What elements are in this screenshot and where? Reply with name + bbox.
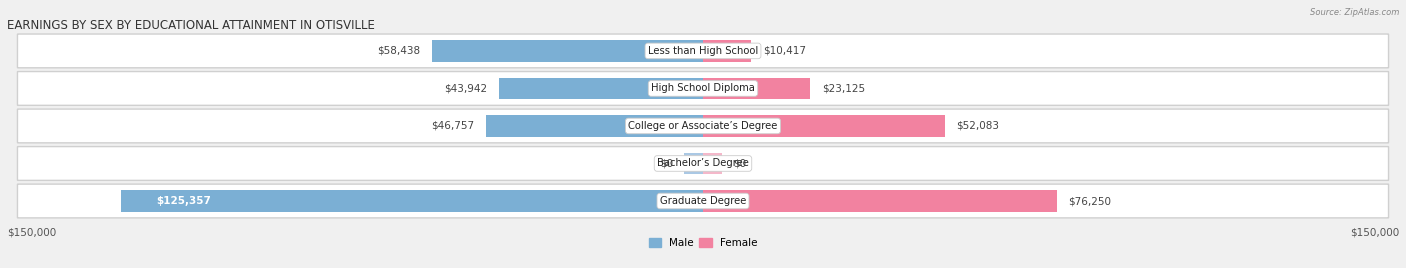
- FancyBboxPatch shape: [17, 34, 1389, 68]
- Text: Less than High School: Less than High School: [648, 46, 758, 56]
- Text: $125,357: $125,357: [156, 196, 211, 206]
- Bar: [703, 115, 945, 137]
- Text: $150,000: $150,000: [7, 227, 56, 237]
- Text: $150,000: $150,000: [1350, 227, 1399, 237]
- FancyBboxPatch shape: [17, 72, 1389, 105]
- Text: $76,250: $76,250: [1069, 196, 1111, 206]
- Text: College or Associate’s Degree: College or Associate’s Degree: [628, 121, 778, 131]
- Bar: [432, 40, 703, 62]
- Text: $52,083: $52,083: [956, 121, 1000, 131]
- Bar: [499, 77, 703, 99]
- Text: Bachelor’s Degree: Bachelor’s Degree: [657, 158, 749, 169]
- Text: $0: $0: [659, 158, 673, 169]
- Text: $43,942: $43,942: [444, 83, 488, 94]
- Text: $10,417: $10,417: [763, 46, 806, 56]
- Bar: [703, 40, 751, 62]
- Text: $58,438: $58,438: [377, 46, 420, 56]
- Bar: [685, 152, 703, 174]
- Text: High School Diploma: High School Diploma: [651, 83, 755, 94]
- Text: Graduate Degree: Graduate Degree: [659, 196, 747, 206]
- Text: $0: $0: [733, 158, 747, 169]
- FancyBboxPatch shape: [17, 147, 1389, 180]
- Text: $23,125: $23,125: [823, 83, 865, 94]
- Bar: [121, 190, 703, 212]
- Bar: [703, 190, 1057, 212]
- FancyBboxPatch shape: [17, 109, 1389, 143]
- Bar: [703, 152, 721, 174]
- Text: Source: ZipAtlas.com: Source: ZipAtlas.com: [1309, 8, 1399, 17]
- Bar: [486, 115, 703, 137]
- Text: $46,757: $46,757: [432, 121, 474, 131]
- Legend: Male, Female: Male, Female: [648, 238, 758, 248]
- Bar: [703, 77, 810, 99]
- FancyBboxPatch shape: [17, 184, 1389, 218]
- Text: EARNINGS BY SEX BY EDUCATIONAL ATTAINMENT IN OTISVILLE: EARNINGS BY SEX BY EDUCATIONAL ATTAINMEN…: [7, 19, 375, 32]
